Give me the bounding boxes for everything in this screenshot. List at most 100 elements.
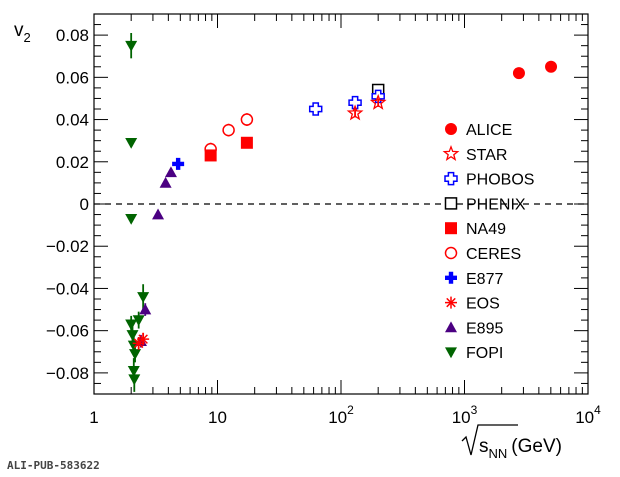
legend-label: EOS <box>466 296 500 313</box>
marker-shape <box>308 102 323 116</box>
x-tick-label: 1 <box>89 408 98 427</box>
legend-label: E895 <box>466 320 503 337</box>
marker-shape <box>445 123 457 135</box>
y-tick-label: 0.02 <box>56 153 89 172</box>
marker-shape <box>445 222 457 235</box>
marker-shape <box>545 60 558 73</box>
x-tick-label: 10 <box>208 408 227 427</box>
x-axis-title: sNN (GeV) <box>479 436 562 461</box>
legend-marker <box>445 347 457 359</box>
marker-shape <box>137 292 150 303</box>
y-tick-label: −0.02 <box>46 237 89 256</box>
legend-label: ALICE <box>466 122 512 139</box>
legend-item-star: STAR <box>442 144 507 164</box>
legend-marker <box>445 271 457 284</box>
y-tick-label: 0.04 <box>56 111 89 130</box>
data-point <box>139 303 152 315</box>
legend-marker <box>445 123 457 135</box>
series-e877 <box>172 157 185 170</box>
publication-id: ALI-PUB-583622 <box>7 459 100 472</box>
data-point <box>128 374 141 386</box>
data-point <box>159 176 172 188</box>
marker-shape <box>128 374 141 386</box>
data-point <box>369 93 387 110</box>
marker-shape <box>132 315 145 327</box>
legend-item-ceres: CERES <box>444 246 521 263</box>
marker-shape <box>125 137 138 149</box>
legend-marker <box>445 321 457 333</box>
marker-shape <box>346 104 364 121</box>
legend-item-e877: E877 <box>445 271 503 288</box>
legend-label: FOPI <box>466 345 503 362</box>
x-axis-title-unit: (GeV) <box>511 436 562 457</box>
series-fopi <box>125 33 150 392</box>
legend-item-na49: NA49 <box>445 221 506 238</box>
data-point <box>204 149 217 162</box>
marker-shape <box>240 136 253 149</box>
marker-shape <box>138 334 148 344</box>
legend-label: PHENIX <box>466 196 526 213</box>
legend-item-eos: EOS <box>445 296 500 313</box>
x-axis-title-sub: NN <box>489 446 508 461</box>
x-tick-exponent: 2 <box>347 403 354 417</box>
marker-shape <box>369 93 387 110</box>
x-tick-exponent: 3 <box>471 403 478 417</box>
x-tick-label: 102 <box>328 403 354 427</box>
series-eos <box>132 332 150 350</box>
y-axis-title-sub: 2 <box>24 30 31 45</box>
marker-shape <box>129 349 142 360</box>
legend-marker <box>444 197 458 210</box>
data-point <box>125 40 138 52</box>
series-alice <box>512 60 558 80</box>
data-point <box>132 315 145 327</box>
legend-marker <box>445 222 457 235</box>
y-tick-label: 0.08 <box>56 26 89 45</box>
legend-marker <box>442 144 460 161</box>
marker-shape <box>444 246 458 260</box>
data-point <box>125 213 138 225</box>
marker-shape <box>125 213 138 225</box>
y-tick-label: −0.06 <box>46 322 89 341</box>
legend-label: PHOBOS <box>466 172 534 189</box>
marker-shape <box>126 330 139 341</box>
legend-marker <box>445 296 457 309</box>
y-tick-label: −0.04 <box>46 279 89 298</box>
series-na49 <box>204 136 253 162</box>
legend: ALICE STAR PHOBOS PHENIX NA49 CERES E877 EOS E89… <box>442 122 534 362</box>
marker-shape <box>445 321 457 333</box>
legend-marker <box>444 246 458 260</box>
legend-item-fopi: FOPI <box>445 345 503 362</box>
marker-shape <box>125 40 138 52</box>
marker-shape <box>348 95 362 110</box>
data-point <box>346 104 364 121</box>
marker-shape <box>139 303 152 315</box>
marker-shape <box>125 319 138 331</box>
x-tick-exponent: 4 <box>594 403 601 417</box>
data-point <box>545 60 558 73</box>
y-tick-label: 0 <box>80 195 89 214</box>
marker-shape <box>172 157 185 170</box>
marker-shape <box>512 67 525 80</box>
data-point <box>240 136 253 149</box>
marker-shape <box>446 297 456 308</box>
marker-shape <box>445 271 457 284</box>
series-phobos <box>308 89 385 116</box>
data-point <box>125 137 138 149</box>
data-point <box>240 113 254 126</box>
data-point <box>126 330 139 341</box>
data-point <box>172 157 185 170</box>
legend-item-e895: E895 <box>445 320 503 337</box>
y-axis-title: v2 <box>14 20 31 45</box>
marker-shape <box>445 347 457 359</box>
legend-item-phenix: PHENIX <box>444 196 526 213</box>
marker-shape <box>442 144 460 161</box>
data-point <box>512 67 525 80</box>
marker-shape <box>159 176 172 188</box>
y-tick-label: 0.06 <box>56 68 89 87</box>
data-point <box>222 123 235 137</box>
marker-shape <box>152 208 165 220</box>
legend-item-phobos: PHOBOS <box>444 172 534 189</box>
data-point <box>125 319 138 331</box>
data-point <box>152 208 165 220</box>
